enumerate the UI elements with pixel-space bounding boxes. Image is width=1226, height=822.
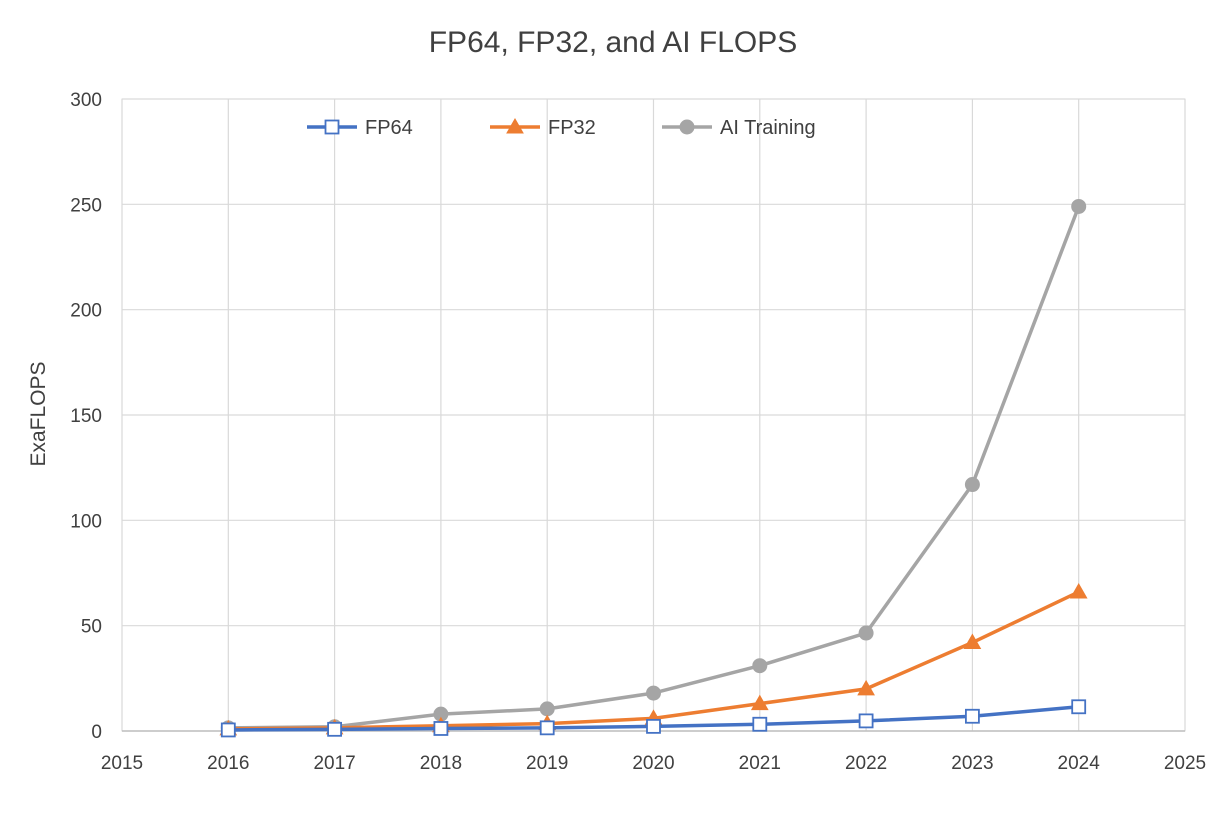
axes: 0 50 100 150 200 250 300 2015 2016 2017 2018 2019 20… [70,90,1206,774]
data-point-fp64 [539,720,555,736]
data-point-ai-training [539,701,555,717]
x-tick-label: 2017 [313,753,355,774]
x-tick-label: 2020 [632,753,674,774]
data-point-fp32 [1069,582,1088,599]
legend-label-fp64: FP64 [365,117,413,139]
data-point-ai-training [1071,198,1087,214]
legend-item-fp32: FP32 [490,117,596,139]
y-axis-label: ExaFLOPS [27,361,50,466]
data-point-fp64 [1071,699,1087,715]
legend: FP64 FP32 AI Training [307,117,816,139]
y-tick-label: 50 [81,617,102,638]
x-tick-label: 2015 [101,753,143,774]
legend-item-fp64: FP64 [307,117,413,139]
legend-label-ai-training: AI Training [720,117,816,139]
x-tick-label: 2022 [845,753,887,774]
data-point-fp32 [857,679,875,696]
data-point-ai-training [752,658,768,674]
data-point-fp64 [646,718,661,734]
x-tick-label: 2023 [951,753,993,774]
y-tick-label: 200 [70,301,102,322]
data-point-fp64 [858,713,874,729]
x-tick-label: 2024 [1058,753,1101,774]
data-point-fp64 [327,721,343,737]
legend-marker-ai-training [679,119,695,135]
x-tick-label: 2016 [207,753,249,774]
y-tick-label: 300 [70,90,102,111]
y-tick-label: 0 [91,722,102,743]
data-point-ai-training [646,685,661,701]
x-tick-label: 2021 [739,753,781,774]
legend-marker-fp32 [506,117,524,134]
x-tick-label: 2019 [526,753,568,774]
series-lines [219,198,1088,738]
data-point-fp64 [965,708,980,724]
data-point-ai-training [964,477,980,493]
legend-marker-fp64 [324,119,340,135]
legend-label-fp32: FP32 [548,117,596,139]
y-tick-label: 150 [70,406,102,427]
data-point-fp64 [433,721,449,736]
series-fp64 [220,699,1087,738]
y-tick-label: 100 [70,511,102,532]
data-point-fp64 [220,722,236,738]
y-tick-label: 250 [70,195,102,216]
data-point-fp32 [963,633,982,650]
data-point-ai-training [858,625,874,641]
data-point-fp32 [750,694,769,711]
x-tick-label: 2025 [1164,753,1206,774]
x-tick-label: 2018 [420,753,462,774]
gridlines [121,98,1186,732]
chart-title: FP64, FP32, and AI FLOPS [428,26,798,59]
legend-item-ai-training: AI Training [662,117,816,139]
data-point-fp64 [752,716,768,732]
